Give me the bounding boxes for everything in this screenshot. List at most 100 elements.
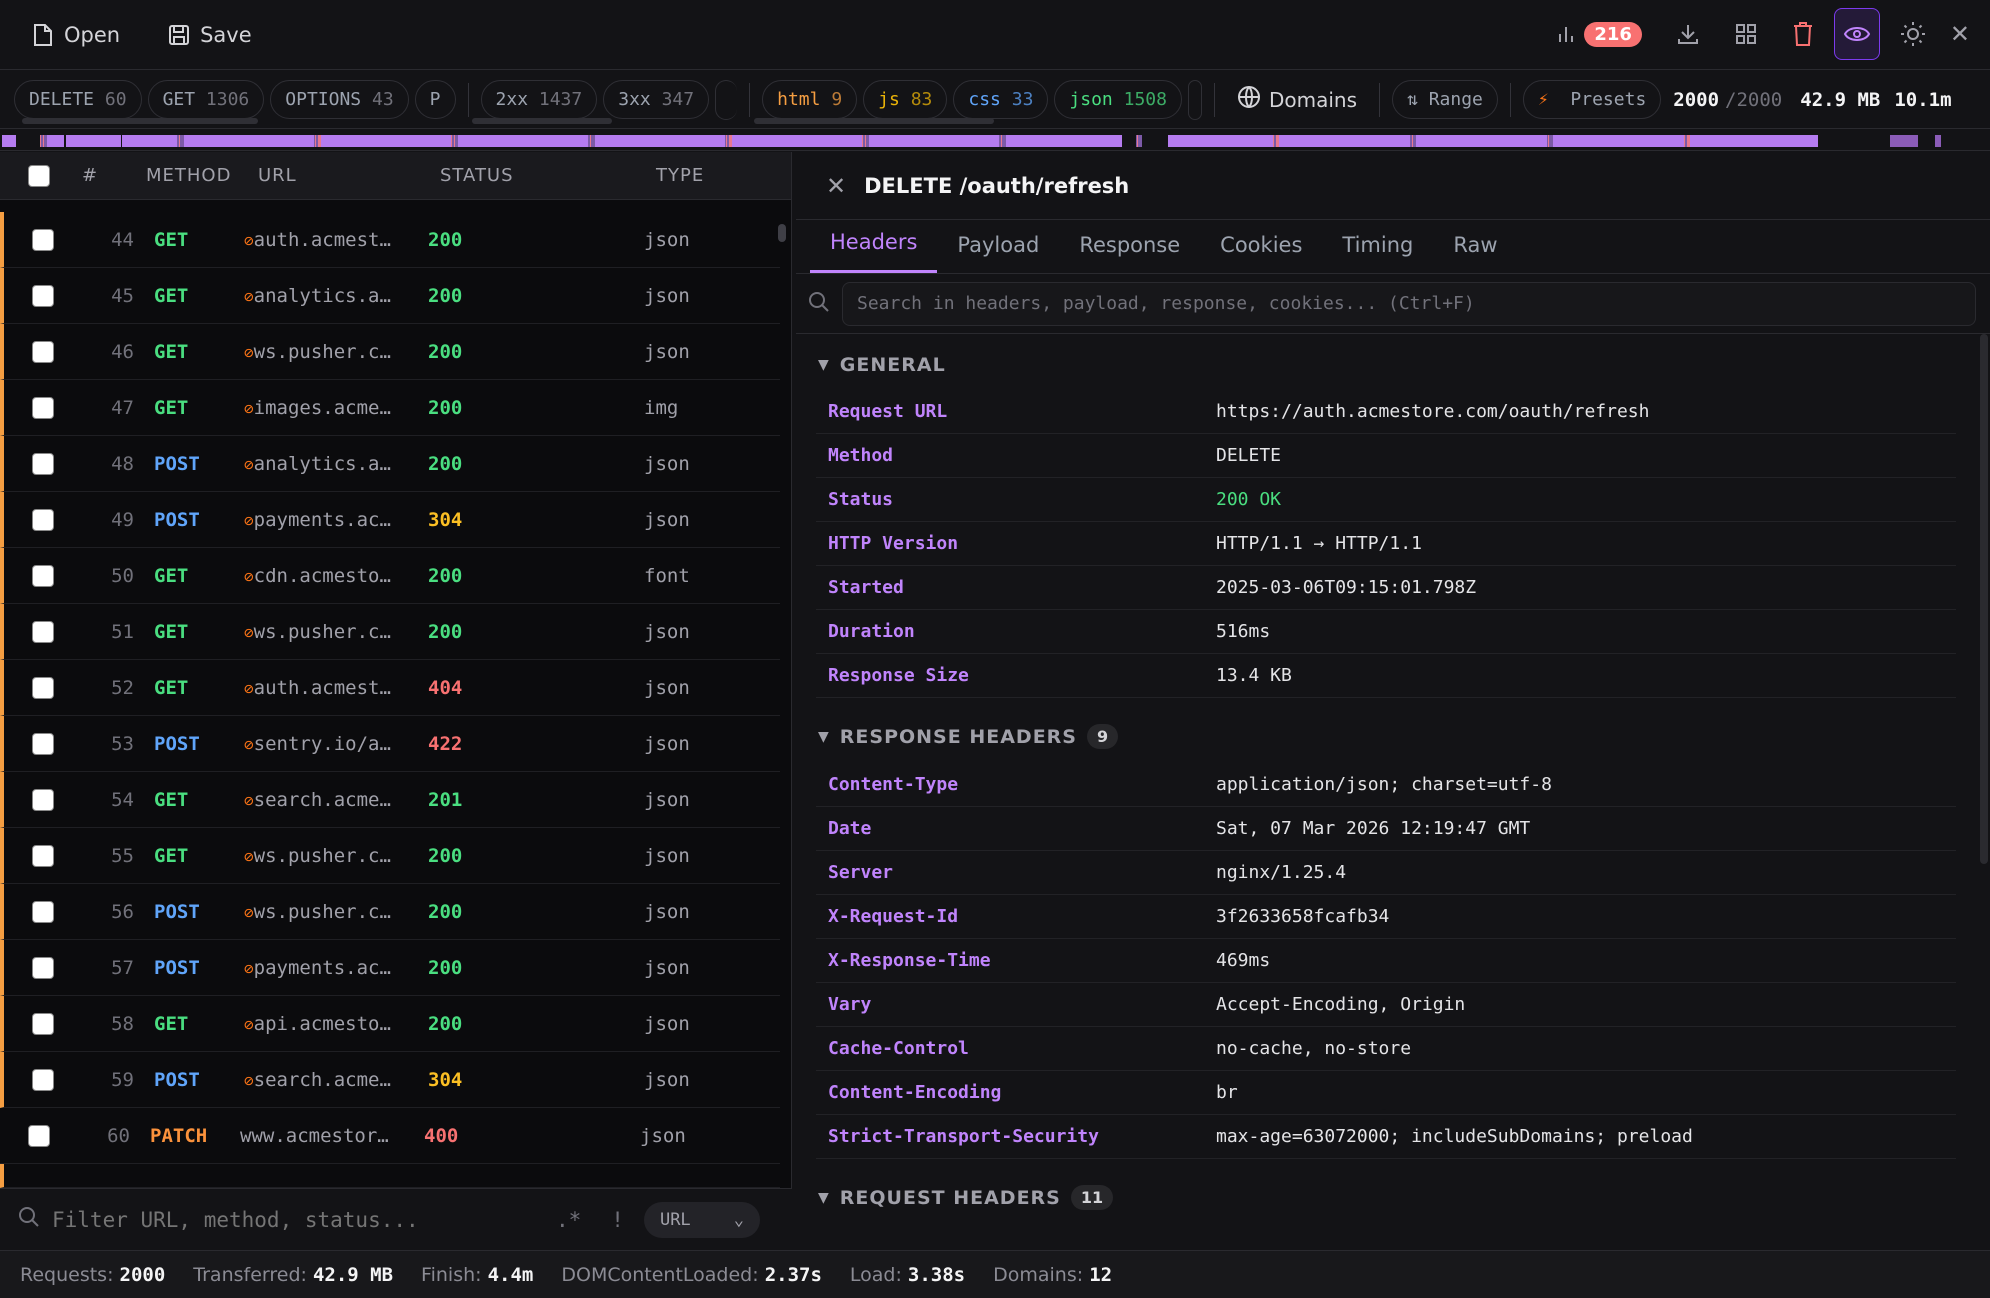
type-chip[interactable]: html 9 [762,80,858,119]
type-chip[interactable]: json 1508 [1054,80,1182,119]
header-value[interactable]: HTTP/1.1 → HTTP/1.1 [1216,533,1422,554]
status-chip[interactable]: 3xx 347 [603,80,710,119]
table-row[interactable]: 51 GET ⊘ws.pusher.c… 200 json [0,604,780,660]
open-button[interactable]: Open [32,23,120,47]
col-type[interactable]: TYPE [656,165,705,186]
table-row[interactable]: 55 GET ⊘ws.pusher.c… 200 json [0,828,780,884]
method-chip[interactable]: P [414,80,456,119]
tab-headers[interactable]: Headers [810,230,938,273]
regex-toggle[interactable]: .* [556,1207,582,1232]
response-headers-section-toggle[interactable]: ▼ RESPONSE HEADERS 9 [796,698,1990,763]
status-chips-scrollbar[interactable] [472,118,612,124]
method-chips-scrollbar[interactable] [22,118,258,124]
tab-response[interactable]: Response [1079,233,1181,257]
row-checkbox[interactable] [32,564,54,587]
tab-payload[interactable]: Payload [957,233,1040,257]
table-row[interactable]: 53 POST ⊘sentry.io/a… 422 json [0,716,780,772]
method-chip[interactable]: OPTIONS 43 [270,80,409,119]
col-method[interactable]: METHOD [146,165,232,186]
timeline-overview[interactable] [0,131,1990,151]
header-value[interactable]: 200 OK [1216,489,1282,510]
tab-raw[interactable]: Raw [1453,233,1498,257]
header-value[interactable]: 2025-03-06T09:15:01.798Z [1216,577,1477,598]
row-checkbox[interactable] [32,396,54,419]
filter-input[interactable] [52,1207,542,1232]
table-row[interactable]: 44 GET ⊘auth.acmest… 200 json [0,212,780,268]
table-row[interactable]: 52 GET ⊘auth.acmest… 404 json [0,660,780,716]
row-checkbox[interactable] [32,284,54,307]
table-row[interactable]: 45 GET ⊘analytics.a… 200 json [0,268,780,324]
table-row[interactable]: 58 GET ⊘api.acmesto… 200 json [0,996,780,1052]
tab-cookies[interactable]: Cookies [1220,233,1303,257]
row-checkbox[interactable] [32,900,54,923]
header-value[interactable]: application/json; charset=utf-8 [1216,774,1552,795]
general-section-toggle[interactable]: ▼ GENERAL [796,334,1990,390]
table-row[interactable]: 50 GET ⊘cdn.acmesto… 200 font [0,548,780,604]
header-value[interactable]: Accept-Encoding, Origin [1216,994,1466,1015]
table-row[interactable]: 57 POST ⊘payments.ac… 200 json [0,940,780,996]
request-headers-section-toggle[interactable]: ▼ REQUEST HEADERS 11 [796,1159,1990,1224]
table-row[interactable]: 47 GET ⊘images.acme… 200 img [0,380,780,436]
col-url[interactable]: URL [258,165,297,186]
stats-button[interactable]: 216 [1556,21,1642,47]
header-value[interactable]: no-cache, no-store [1216,1038,1412,1059]
row-checkbox[interactable] [32,788,54,811]
method-chip[interactable]: DELETE 60 [14,80,142,119]
header-value[interactable]: DELETE [1216,445,1282,466]
row-checkbox[interactable] [28,1124,50,1147]
row-checkbox[interactable] [32,1012,54,1035]
col-num[interactable]: # [82,165,99,186]
table-row[interactable] [0,1164,780,1188]
invert-toggle[interactable]: ! [611,1207,624,1232]
presets-button[interactable]: ⚡ Presets [1522,80,1662,119]
header-value[interactable]: 13.4 KB [1216,665,1292,686]
header-value[interactable]: nginx/1.25.4 [1216,862,1347,883]
grid-icon[interactable] [1734,22,1758,46]
trash-icon[interactable] [1792,21,1814,47]
table-row[interactable]: 54 GET ⊘search.acme… 201 json [0,772,780,828]
table-row[interactable]: 46 GET ⊘ws.pusher.c… 200 json [0,324,780,380]
close-detail-icon[interactable]: ✕ [826,171,847,200]
row-checkbox[interactable] [32,620,54,643]
col-status[interactable]: STATUS [440,165,514,186]
table-row[interactable]: 48 POST ⊘analytics.a… 200 json [0,436,780,492]
row-checkbox[interactable] [32,732,54,755]
header-value[interactable]: br [1216,1082,1238,1103]
row-checkbox[interactable] [32,340,54,363]
eye-toggle-button[interactable] [1833,8,1880,60]
domains-button[interactable]: Domains [1237,85,1357,114]
type-chip[interactable]: css 33 [953,80,1049,119]
row-checkbox[interactable] [32,844,54,867]
status-chip[interactable]: 2xx 1437 [480,80,598,119]
type-chip-overflow[interactable] [1187,79,1202,120]
row-checkbox[interactable] [32,676,54,699]
table-row[interactable]: 59 POST ⊘search.acme… 304 json [0,1052,780,1108]
detail-scrollbar[interactable] [1980,334,1988,864]
download-icon[interactable] [1676,22,1700,46]
table-row[interactable]: 60 PATCH www.acmestor… 400 json [0,1108,780,1164]
row-checkbox[interactable] [32,452,54,475]
table-row[interactable]: 56 POST ⊘ws.pusher.c… 200 json [0,884,780,940]
header-value[interactable]: Sat, 07 Mar 2026 12:19:47 GMT [1216,818,1531,839]
status-chip-overflow[interactable] [715,79,738,120]
theme-sun-icon[interactable] [1900,21,1926,47]
row-checkbox[interactable] [32,1068,54,1091]
select-all-checkbox[interactable] [28,164,50,187]
header-value[interactable]: https://auth.acmestore.com/oauth/refresh [1216,401,1650,422]
filter-field-select[interactable]: URL ⌄ [643,1201,760,1238]
header-value[interactable]: 469ms [1216,950,1271,971]
close-icon[interactable]: ✕ [1949,20,1970,48]
row-checkbox[interactable] [32,508,54,531]
row-checkbox[interactable] [32,228,54,251]
type-chips-scrollbar[interactable] [754,118,994,124]
table-row[interactable]: 49 POST ⊘payments.ac… 304 json [0,492,780,548]
tab-timing[interactable]: Timing [1342,233,1414,257]
save-button[interactable]: Save [168,23,252,47]
detail-search-input[interactable] [842,281,1976,326]
row-checkbox[interactable] [32,956,54,979]
range-button[interactable]: ⇅ Range [1392,80,1498,119]
list-scrollbar[interactable] [778,224,786,242]
header-value[interactable]: 3f2633658fcafb34 [1216,906,1390,927]
type-chip[interactable]: js 83 [863,80,948,119]
method-chip[interactable]: GET 1306 [147,80,265,119]
